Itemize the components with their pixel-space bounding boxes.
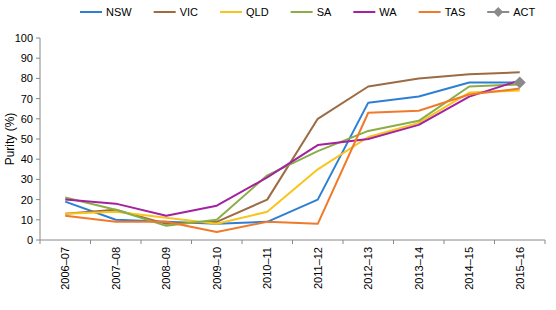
series-line [65, 72, 520, 224]
x-tick-label: 2011–12 [312, 247, 324, 289]
x-tick [393, 240, 394, 244]
legend-label: TAS [445, 6, 466, 18]
legend-swatch [154, 11, 176, 13]
x-tick [40, 240, 41, 244]
y-tick-label: 60 [21, 113, 33, 125]
x-tick [444, 240, 445, 244]
x-tick [90, 240, 91, 244]
y-tick [36, 199, 40, 200]
legend-swatch [220, 11, 242, 13]
series-line [65, 89, 520, 232]
y-tick [36, 179, 40, 180]
x-tick [141, 240, 142, 244]
y-tick [36, 78, 40, 79]
legend-swatch [419, 11, 441, 13]
y-tick-label: 50 [21, 133, 33, 145]
series-line [65, 82, 520, 223]
x-tick-label: 2014–15 [463, 247, 475, 290]
y-tick [36, 38, 40, 39]
y-tick [36, 159, 40, 160]
x-tick-label: 2010–11 [261, 247, 273, 289]
y-tick [36, 219, 40, 220]
y-tick [36, 240, 40, 241]
x-tick-label: 2013–14 [413, 247, 425, 290]
y-tick [36, 98, 40, 99]
legend-marker [493, 7, 503, 17]
x-tick-label: 2009–10 [211, 247, 223, 290]
y-axis-label: Purity (%) [3, 113, 17, 166]
x-tick [494, 240, 495, 244]
x-tick-label: 2015–16 [514, 247, 526, 290]
x-tick-label: 2006–07 [59, 247, 71, 290]
legend-swatch [353, 11, 375, 13]
legend-label: QLD [246, 6, 269, 18]
x-tick [343, 240, 344, 244]
x-tick [545, 240, 546, 244]
y-tick-label: 10 [21, 214, 33, 226]
legend-label: SA [317, 6, 332, 18]
plot-area [65, 72, 526, 232]
y-tick-label: 80 [21, 72, 33, 84]
y-tick [36, 58, 40, 59]
y-tick-label: 100 [15, 32, 33, 44]
y-tick-label: 70 [21, 93, 33, 105]
y-tick-label: 90 [21, 52, 33, 64]
chart: 0 10 20 30 40 50 60 70 80 90 100 2006–07 2007–08 2008… [0, 0, 556, 310]
legend-label: NSW [106, 6, 132, 18]
x-tick [191, 240, 192, 244]
y-tick-label: 30 [21, 173, 33, 185]
legend-label: WA [379, 6, 397, 18]
y-tick [36, 139, 40, 140]
y-tick-label: 40 [21, 153, 33, 165]
legend-swatch [80, 11, 102, 13]
legend-label: ACT [513, 6, 535, 18]
series-line [65, 91, 520, 224]
x-tick [242, 240, 243, 244]
point-marker [514, 76, 526, 88]
x-tick-label: 2007–08 [110, 247, 122, 290]
x-tick-label: 2008–09 [160, 247, 172, 290]
legend-swatch [291, 11, 313, 13]
y-axis [40, 38, 41, 240]
y-tick [36, 118, 40, 119]
y-tick-label: 0 [27, 234, 33, 246]
x-tick [292, 240, 293, 244]
x-tick-label: 2012–13 [362, 247, 374, 290]
legend-label: VIC [180, 6, 198, 18]
y-tick-label: 20 [21, 194, 33, 206]
